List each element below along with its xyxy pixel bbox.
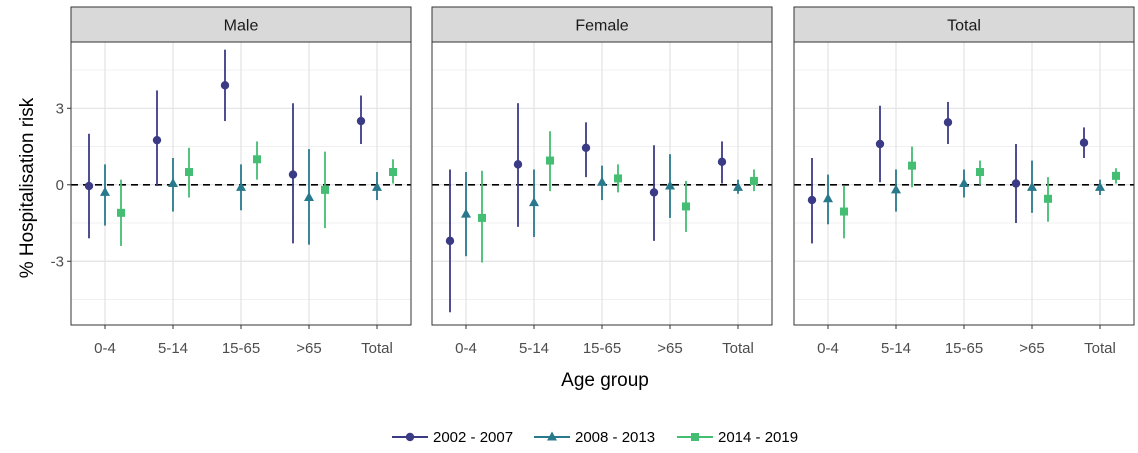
legend-key-marker: [405, 432, 415, 442]
x-tick-label: 0-4: [94, 340, 116, 357]
point-2014-2019: [253, 155, 261, 164]
y-tick-label: -3: [51, 253, 64, 270]
x-tick-label: 5-14: [881, 340, 911, 357]
point-2008-2013: [529, 197, 539, 207]
point-2002-2007: [1079, 138, 1089, 147]
panel-total: Total 0-4 5-14 15-65 >65 Total: [793, 6, 1135, 357]
x-tick-label: 5-14: [158, 340, 188, 357]
x-tick-label: 15-65: [945, 340, 983, 357]
strip-male: [70, 6, 412, 43]
x-tick-label: >65: [657, 340, 682, 357]
x-tick-label: 0-4: [817, 340, 839, 357]
y-tick-label: 0: [56, 177, 64, 194]
axes: % Hospitalisation risk Age group -3 0 3: [17, 97, 649, 391]
point-2008-2013: [823, 193, 833, 203]
legend-key-marker: [547, 431, 557, 441]
point-2014-2019: [908, 161, 916, 170]
point-2008-2013: [461, 208, 471, 218]
point-2014-2019: [614, 174, 622, 183]
point-2014-2019: [750, 176, 758, 185]
point-2008-2013: [959, 178, 969, 187]
point-2002-2007: [717, 157, 727, 167]
point-2008-2013: [168, 178, 178, 187]
point-2002-2007: [445, 236, 455, 246]
point-2014-2019: [478, 213, 486, 222]
point-2008-2013: [372, 181, 382, 191]
point-2014-2019: [682, 202, 690, 211]
point-2002-2007: [943, 118, 953, 127]
strip-female: [431, 6, 773, 43]
legend-label: 2014 - 2019: [718, 429, 798, 446]
point-2008-2013: [236, 181, 246, 191]
strip-label: Total: [947, 18, 981, 35]
legend-key-marker: [691, 433, 699, 441]
x-tick-label: 15-65: [583, 340, 621, 357]
x-tick-label: >65: [1019, 340, 1044, 357]
point-2002-2007: [807, 195, 817, 205]
x-tick-label: Total: [722, 340, 754, 357]
panel-male: Male 0-4 5-14 15-65 >65 Total: [70, 6, 412, 357]
x-axis-title: Age group: [561, 370, 649, 391]
strip-total: [793, 6, 1135, 43]
x-tick-label: >65: [296, 340, 321, 357]
x-tick-label: Total: [361, 340, 393, 357]
legend-label: 2008 - 2013: [575, 429, 655, 446]
legend-label: 2002 - 2007: [433, 429, 513, 446]
point-2008-2013: [733, 181, 743, 191]
legend-item-2008-2013: 2008 - 2013: [534, 429, 655, 446]
legend-item-2002-2007: 2002 - 2007: [392, 429, 513, 446]
panels: Male 0-4 5-14 15-65 >65 Total Female 0-4 5-14 15-…: [70, 6, 1135, 357]
point-2008-2013: [1095, 181, 1105, 191]
point-2014-2019: [1112, 171, 1120, 180]
point-2002-2007: [581, 143, 591, 153]
point-2014-2019: [1044, 194, 1052, 203]
point-2002-2007: [288, 170, 298, 179]
x-tick-label: 15-65: [222, 340, 260, 357]
point-2014-2019: [976, 168, 984, 177]
point-2014-2019: [185, 168, 193, 177]
point-2002-2007: [84, 181, 94, 191]
point-2002-2007: [152, 135, 162, 145]
point-2014-2019: [546, 156, 554, 165]
point-2014-2019: [840, 207, 848, 216]
point-2014-2019: [117, 208, 125, 217]
point-2014-2019: [321, 185, 329, 194]
point-2002-2007: [356, 116, 366, 126]
x-tick-label: 5-14: [519, 340, 549, 357]
x-tick-label: Total: [1084, 340, 1116, 357]
point-2008-2013: [1027, 181, 1037, 191]
strip-label: Female: [575, 18, 628, 35]
legend: 2002 - 2007 2008 - 2013 2014 - 2019: [392, 429, 798, 446]
point-2014-2019: [389, 168, 397, 177]
panel-female: Female 0-4 5-14 15-65 >65 Total: [431, 6, 773, 357]
x-tick-label: 0-4: [455, 340, 477, 357]
point-2008-2013: [100, 186, 110, 196]
legend-item-2014-2019: 2014 - 2019: [677, 429, 798, 446]
point-2002-2007: [220, 81, 230, 90]
point-2008-2013: [891, 184, 901, 194]
point-2008-2013: [665, 180, 675, 190]
point-2008-2013: [304, 192, 314, 202]
point-2002-2007: [513, 160, 523, 169]
point-2002-2007: [649, 188, 659, 197]
point-2002-2007: [875, 139, 885, 149]
y-tick-label: 3: [56, 100, 64, 117]
point-2002-2007: [1011, 179, 1021, 188]
point-2008-2013: [597, 176, 607, 186]
y-axis-title: % Hospitalisation risk: [17, 97, 38, 278]
strip-label: Male: [224, 18, 259, 35]
